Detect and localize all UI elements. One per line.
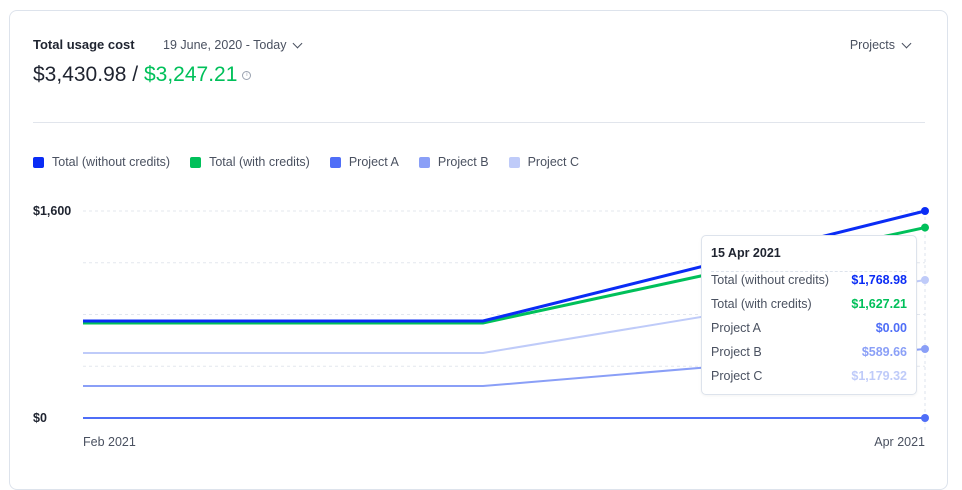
tooltip-row: Total (without credits) $1,768.98 bbox=[711, 273, 907, 287]
legend-item[interactable]: Project B bbox=[418, 155, 489, 169]
legend-item[interactable]: Total (with credits) bbox=[190, 155, 310, 169]
tooltip-value: $1,627.21 bbox=[851, 297, 907, 311]
tooltip-label: Project C bbox=[711, 369, 763, 383]
projects-dropdown[interactable]: Projects bbox=[849, 38, 912, 52]
legend-item[interactable]: Project C bbox=[508, 155, 579, 169]
x-tick-label: Apr 2021 bbox=[874, 435, 925, 449]
amount-separator: / bbox=[132, 63, 139, 86]
series-endpoint bbox=[921, 207, 929, 215]
legend-swatch bbox=[33, 156, 44, 168]
legend-swatch bbox=[329, 156, 341, 168]
tooltip-label: Total (with credits) bbox=[711, 297, 812, 311]
legend-label: Total (with credits) bbox=[209, 155, 310, 169]
tooltip-row: Project C $1,179.32 bbox=[711, 369, 907, 383]
series-endpoint bbox=[921, 223, 929, 232]
card-title: Total usage cost bbox=[33, 37, 135, 52]
legend-swatch bbox=[508, 156, 520, 168]
x-tick-label: Feb 2021 bbox=[83, 435, 136, 449]
tooltip-row: Total (with credits) $1,627.21 bbox=[711, 297, 907, 311]
tooltip-label: Project B bbox=[711, 345, 762, 359]
tooltip-value: $1,179.32 bbox=[851, 369, 907, 383]
chart-tooltip: 15 Apr 2021 Total (without credits) $1,76… bbox=[701, 235, 917, 395]
date-range-label: 19 June, 2020 - Today bbox=[163, 38, 287, 52]
legend-label: Total (without credits) bbox=[52, 155, 171, 169]
tooltip-divider bbox=[711, 271, 907, 272]
legend-item[interactable]: Total (without credits) bbox=[33, 155, 170, 169]
total-with-credits: $3,247.21 bbox=[143, 63, 238, 86]
series-endpoint bbox=[921, 345, 929, 353]
total-amount: $3,430.98 / $3,247.21 i bbox=[33, 63, 252, 87]
legend-swatch bbox=[418, 156, 430, 168]
y-tick-label: $1,600 bbox=[33, 204, 71, 218]
tooltip-label: Total (without credits) bbox=[711, 273, 830, 287]
series-endpoint bbox=[921, 414, 929, 422]
legend-label: Project C bbox=[527, 155, 579, 169]
tooltip-row: Project B $589.66 bbox=[711, 345, 907, 359]
total-without-credits: $3,430.98 bbox=[33, 63, 127, 86]
tooltip-date: 15 Apr 2021 bbox=[711, 246, 781, 260]
tooltip-value: $0.00 bbox=[875, 321, 907, 335]
legend-item[interactable]: Project A bbox=[329, 155, 399, 169]
tooltip-label: Project A bbox=[711, 321, 762, 335]
divider bbox=[33, 122, 925, 123]
date-range-dropdown[interactable]: 19 June, 2020 - Today bbox=[163, 38, 303, 52]
tooltip-row: Project A $0.00 bbox=[711, 321, 907, 335]
tooltip-value: $1,768.98 bbox=[851, 273, 907, 287]
projects-label: Projects bbox=[849, 38, 895, 52]
legend-swatch bbox=[190, 156, 202, 168]
legend-label: Project A bbox=[348, 155, 399, 169]
tooltip-value: $589.66 bbox=[861, 345, 907, 359]
y-tick-label: $0 bbox=[33, 411, 47, 425]
legend-label: Project B bbox=[437, 155, 489, 169]
chart-legend: Total (without credits) Total (with credi… bbox=[33, 155, 579, 169]
info-icon[interactable]: i bbox=[242, 70, 252, 80]
series-endpoint bbox=[921, 276, 929, 284]
